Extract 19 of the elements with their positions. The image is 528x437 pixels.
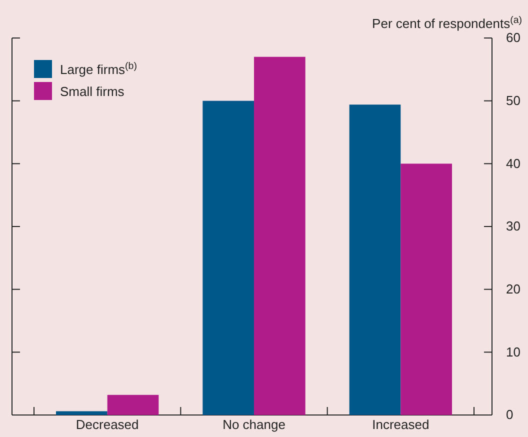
x-tick-label: Decreased — [76, 417, 139, 432]
y-tick-label: 60 — [506, 30, 520, 46]
y-tick-label: 10 — [506, 344, 520, 360]
y-tick-label: 50 — [506, 92, 520, 108]
legend-label: Small firms — [60, 84, 125, 99]
bar — [400, 164, 452, 415]
y-tick-label: 40 — [506, 156, 520, 171]
y-tick-label: 20 — [506, 281, 520, 296]
bar — [349, 104, 401, 415]
y-axis-title: Per cent of respondents$^{(a)}$ — [372, 14, 522, 31]
bar — [56, 411, 108, 415]
y-tick-label: 0 — [506, 407, 514, 422]
x-tick-label: Increased — [372, 417, 430, 432]
x-tick-label: No change — [222, 417, 286, 432]
y-tick-label: 30 — [506, 218, 520, 234]
legend-label: Large firms$^{(b)}$ — [60, 60, 137, 77]
bar — [107, 394, 159, 415]
bar — [202, 100, 254, 415]
bar — [254, 56, 306, 415]
